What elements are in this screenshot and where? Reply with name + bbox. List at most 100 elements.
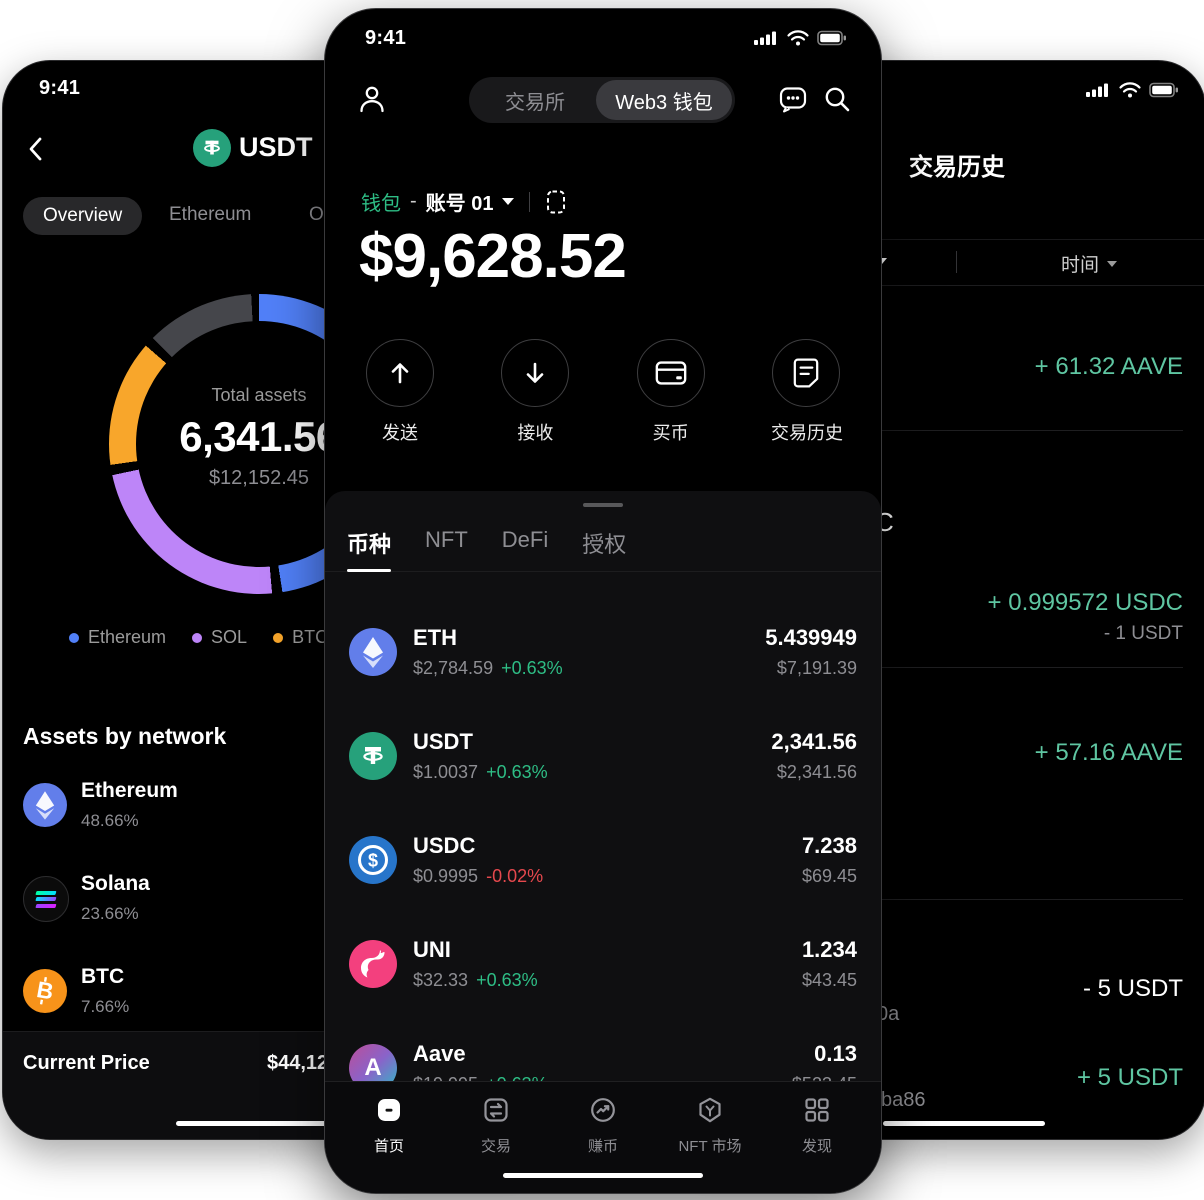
status-icons bbox=[753, 29, 847, 47]
nav-nft-market[interactable]: NFT 市场 bbox=[672, 1082, 748, 1193]
sheet-drag-handle[interactable] bbox=[583, 503, 623, 507]
account-name: 账号 01 bbox=[425, 193, 494, 215]
solana-icon bbox=[23, 876, 69, 922]
account-selector[interactable]: 钱包 - 账号 01 bbox=[361, 187, 567, 216]
token-symbol: USDC bbox=[413, 833, 476, 858]
tab-third-partial[interactable]: O bbox=[309, 204, 324, 225]
tx-amount: + 5 USDT bbox=[1076, 1064, 1183, 1091]
person-icon bbox=[360, 86, 384, 113]
token-symbol: USDT bbox=[413, 729, 473, 754]
nav-home[interactable]: 首页 bbox=[351, 1082, 427, 1193]
btc-icon: B bbox=[23, 969, 67, 1013]
nft-market-nav-icon bbox=[699, 1097, 721, 1123]
token-symbol: ETH bbox=[413, 625, 457, 650]
usdt-logo-icon bbox=[349, 732, 397, 780]
eth-logo-icon bbox=[349, 628, 397, 676]
home-indicator bbox=[503, 1173, 703, 1178]
buy-crypto-button[interactable]: 买币 bbox=[636, 339, 706, 445]
tab-nft[interactable]: NFT bbox=[425, 527, 468, 552]
buy-card-icon bbox=[655, 361, 687, 385]
usdt-logo-icon bbox=[193, 129, 231, 167]
donut-center-usd: $12,152.45 bbox=[208, 467, 310, 489]
earn-nav-icon bbox=[591, 1098, 615, 1122]
segmented-control: 交易所 Web3 钱包 bbox=[469, 77, 735, 123]
token-price: $2,784.59 bbox=[413, 658, 494, 678]
token-row-uni[interactable]: UNI $32.33 +0.63% 1.234 $43.45 bbox=[325, 912, 881, 1016]
filter-bar: 时间 bbox=[665, 239, 1204, 286]
tab-approvals[interactable]: 授权 bbox=[582, 532, 627, 557]
discover-nav-icon bbox=[805, 1098, 829, 1122]
token-change: +0.63% bbox=[476, 970, 538, 990]
hidden-filter-caret-fragment bbox=[877, 258, 887, 264]
token-row-usdc[interactable]: $ USDC $0.9995 -0.02% 7.238 $69.45 bbox=[325, 808, 881, 912]
history-document-icon bbox=[793, 358, 819, 388]
nav-earn[interactable]: 赚币 bbox=[565, 1082, 641, 1193]
action-button-row: 发送 接收 买币 交易历史 bbox=[325, 339, 881, 445]
tx-amount: + 0.999572 USDC bbox=[987, 589, 1183, 616]
back-button[interactable] bbox=[23, 135, 49, 168]
network-row-btc[interactable]: B BTC 7.66% bbox=[3, 955, 549, 1043]
total-balance: $9,628.52 bbox=[359, 222, 627, 291]
donut-center-amount: 6,341.56 bbox=[179, 413, 339, 460]
transaction-history-button[interactable]: 交易历史 bbox=[771, 339, 843, 445]
send-circle bbox=[366, 339, 434, 407]
row-divider bbox=[687, 667, 1183, 668]
asset-tabs: 币种 NFT DeFi 授权 bbox=[325, 527, 881, 572]
token-amount: 7.238 bbox=[801, 833, 857, 858]
status-icons bbox=[1085, 81, 1179, 99]
chat-bubble-icon bbox=[779, 87, 807, 113]
receive-circle bbox=[501, 339, 570, 407]
row-divider bbox=[687, 430, 1183, 431]
profile-button[interactable] bbox=[357, 83, 387, 120]
status-time: 9:41 bbox=[365, 27, 407, 49]
token-amount: 0.13 bbox=[814, 1041, 857, 1066]
segment-web3-wallet[interactable]: Web3 钱包 bbox=[596, 80, 732, 120]
legend-dot-ethereum bbox=[69, 632, 79, 643]
send-button[interactable]: 发送 bbox=[365, 339, 435, 445]
wifi-icon bbox=[787, 30, 809, 46]
network-row-solana[interactable]: Solana 23.66% bbox=[3, 862, 549, 950]
tab-ethereum[interactable]: Ethereum bbox=[169, 204, 252, 225]
tx-amount: + 61.32 AAVE bbox=[1034, 353, 1183, 380]
tab-coins[interactable]: 币种 bbox=[347, 527, 392, 572]
token-price: $0.9995 bbox=[413, 866, 479, 886]
token-value: $2,341.56 bbox=[776, 762, 857, 782]
nav-discover[interactable]: 发现 bbox=[779, 1082, 855, 1193]
uni-logo-icon bbox=[349, 940, 397, 988]
token-symbol: Aave bbox=[413, 1041, 466, 1066]
donut-legend: Ethereum SOL BTC bbox=[69, 627, 328, 648]
wallet-label: 钱包 bbox=[361, 193, 401, 215]
search-button[interactable] bbox=[823, 85, 851, 118]
tab-overview[interactable]: Overview bbox=[23, 197, 143, 235]
home-indicator bbox=[883, 1121, 1045, 1126]
donut-center-label: Total assets bbox=[211, 385, 307, 405]
search-icon bbox=[825, 87, 850, 112]
segment-exchange[interactable]: 交易所 bbox=[505, 91, 565, 114]
token-row-eth[interactable]: ETH $2,784.59 +0.63% 5.439949 $7,191.39 bbox=[325, 600, 881, 704]
svg-text:B: B bbox=[35, 976, 56, 1004]
network-row-ethereum[interactable]: Ethereum 48.66% bbox=[3, 769, 549, 857]
ethereum-icon bbox=[23, 783, 67, 827]
token-amount: 2,341.56 bbox=[771, 729, 857, 754]
bottom-nav: 首页 交易 赚币 NFT 市场 发现 bbox=[325, 1081, 881, 1193]
account-scan-icon[interactable] bbox=[545, 189, 567, 215]
home-nav-icon bbox=[378, 1099, 400, 1121]
token-amount: 5.439949 bbox=[765, 625, 857, 650]
receive-button[interactable]: 接收 bbox=[500, 339, 570, 445]
token-value: $7,191.39 bbox=[776, 658, 857, 678]
nav-trade[interactable]: 交易 bbox=[458, 1082, 534, 1193]
legend-item-btc: BTC bbox=[273, 627, 328, 648]
token-change: -0.02% bbox=[486, 866, 544, 886]
tab-defi[interactable]: DeFi bbox=[501, 527, 549, 552]
row-divider bbox=[687, 899, 1183, 900]
battery-icon bbox=[1149, 82, 1178, 98]
section-title-assets-by-network: Assets by network bbox=[23, 723, 227, 749]
time-filter-dropdown[interactable]: 时间 bbox=[1061, 250, 1118, 277]
tx-address-fragment: 0a bbox=[877, 1003, 900, 1025]
chat-button[interactable] bbox=[779, 85, 807, 118]
current-price-label: Current Price bbox=[23, 1052, 150, 1074]
token-row-usdt[interactable]: USDT $1.0037 +0.63% 2,341.56 $2,341.56 bbox=[325, 704, 881, 808]
legend-dot-sol bbox=[192, 632, 203, 643]
token-value: $43.45 bbox=[801, 970, 857, 990]
